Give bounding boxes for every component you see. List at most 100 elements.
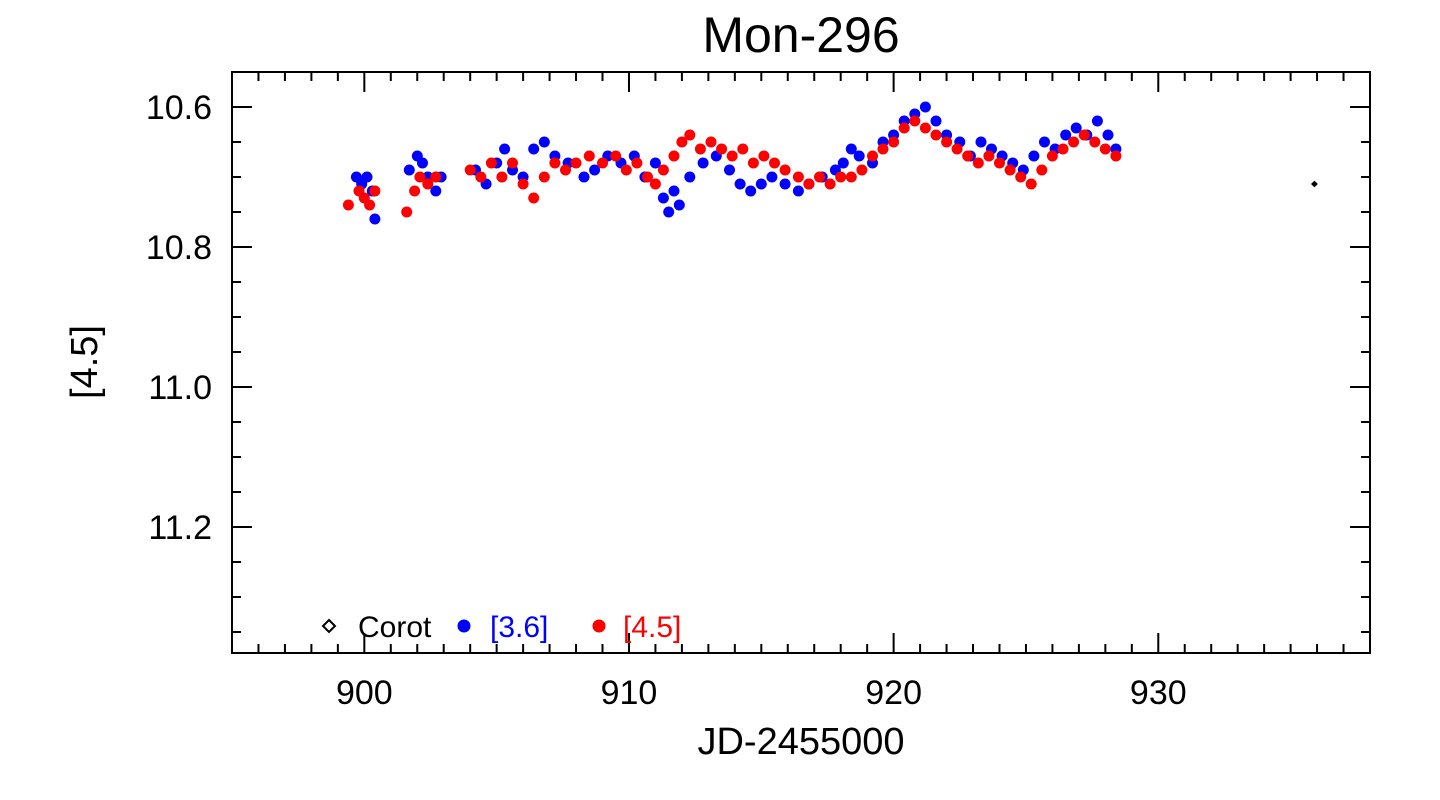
- x-tick-label: 920: [865, 674, 922, 712]
- irac-4-5-point: [485, 157, 497, 169]
- y-tick-label: 10.8: [146, 229, 212, 267]
- irac-3-6-point: [499, 143, 511, 155]
- irac-4-5-point: [401, 206, 413, 218]
- irac-4-5-point: [694, 143, 706, 155]
- irac-4-5-point: [909, 115, 921, 127]
- irac-3-6-point: [755, 178, 767, 190]
- irac-4-5-point: [769, 157, 780, 169]
- irac-4-5-point: [877, 143, 889, 155]
- irac-4-5-point: [919, 122, 931, 134]
- irac-4-5-point: [549, 157, 561, 169]
- irac-4-5-point: [1068, 136, 1080, 148]
- irac-4-5-point: [792, 171, 804, 183]
- irac-3-6-point: [403, 164, 415, 176]
- irac-4-5-point: [835, 171, 847, 183]
- irac-4-5-point: [570, 157, 582, 169]
- irac-4-5-point: [364, 199, 376, 211]
- plot-area: [342, 101, 1318, 225]
- irac-4-5-point: [649, 178, 661, 190]
- irac-4-5-point: [668, 150, 680, 162]
- irac-3-6-point: [1070, 122, 1082, 134]
- x-tick-label: 900: [336, 674, 393, 712]
- irac-4-5-point: [475, 171, 487, 183]
- irac-3-6-point: [724, 164, 735, 176]
- irac-4-5-point: [583, 150, 595, 162]
- irac-4-5-point: [430, 171, 442, 183]
- irac-3-6-point: [578, 171, 590, 183]
- irac-3-6-point: [1028, 150, 1040, 162]
- irac-3-6-point: [697, 157, 709, 169]
- irac-4-5-point: [867, 150, 878, 162]
- irac-4-5-point: [951, 143, 963, 155]
- irac-4-5-point: [409, 185, 421, 197]
- y-tick-label: 10.6: [146, 89, 212, 127]
- irac-3-6-point: [528, 143, 540, 155]
- irac-3-6-point: [430, 185, 442, 197]
- irac-4-5-point: [597, 157, 608, 169]
- irac-4-5-point: [342, 199, 354, 211]
- irac-4-5-point: [560, 164, 571, 176]
- irac-4-5-point: [824, 178, 836, 190]
- irac-4-5-point: [814, 171, 825, 183]
- irac-3-6-point: [649, 157, 661, 169]
- irac-3-6-point: [668, 185, 680, 197]
- irac-4-5-point: [369, 185, 381, 197]
- irac-3-6-point: [663, 206, 675, 218]
- irac-4-5-point: [684, 129, 696, 141]
- irac-4-5-point: [657, 164, 669, 176]
- irac-4-5-point: [1025, 178, 1037, 190]
- irac-4-5-point: [496, 171, 508, 183]
- irac-4-5-point: [1057, 143, 1069, 155]
- irac-4-5-point: [962, 150, 974, 162]
- irac-3-6-point: [845, 143, 857, 155]
- irac-4-5-point: [620, 164, 632, 176]
- irac-3-6-point: [673, 199, 685, 211]
- x-tick-label: 910: [601, 674, 658, 712]
- irac-3-6-point: [417, 157, 428, 169]
- legend: Corot [3.6] [4.5]: [321, 611, 681, 644]
- irac-4-5-point: [758, 150, 770, 162]
- irac-3-6-point: [1060, 129, 1072, 141]
- legend-corot-label: Corot: [358, 611, 432, 644]
- legend-3-6-marker: [457, 619, 471, 633]
- irac-3-6-point: [538, 136, 550, 148]
- irac-4-5-point: [642, 171, 653, 183]
- irac-4-5-point: [1110, 150, 1122, 162]
- irac-4-5-point: [631, 157, 643, 169]
- irac-3-6-point: [792, 185, 804, 197]
- irac-4-5-point: [507, 157, 518, 169]
- irac-4-5-point: [994, 157, 1005, 169]
- irac-3-6-point: [369, 213, 381, 225]
- irac-4-5-point: [538, 171, 550, 183]
- irac-4-5-point: [414, 171, 426, 183]
- irac-3-6-point: [919, 101, 931, 113]
- y-tick-label: 11.0: [148, 369, 212, 407]
- irac-3-6-point: [1039, 136, 1050, 148]
- legend-3-6-label: [3.6]: [490, 611, 548, 644]
- irac-3-6-point: [779, 178, 791, 190]
- chart-title: Mon-296: [702, 7, 899, 63]
- irac-3-6-point: [837, 157, 849, 169]
- irac-3-6-point: [930, 115, 942, 127]
- irac-3-6-point: [766, 171, 778, 183]
- irac-3-6-point: [361, 171, 373, 183]
- legend-4-5-marker: [592, 619, 606, 633]
- irac-4-5-point: [856, 164, 868, 176]
- irac-3-6-point: [734, 178, 746, 190]
- irac-3-6-point: [589, 164, 601, 176]
- irac-4-5-point: [1036, 164, 1048, 176]
- irac-4-5-point: [1078, 129, 1090, 141]
- irac-4-5-point: [941, 136, 953, 148]
- series-corot: [1311, 180, 1318, 188]
- irac-4-5-point: [726, 150, 738, 162]
- irac-4-5-point: [676, 136, 688, 148]
- legend-4-5-label: [4.5]: [623, 611, 681, 644]
- irac-4-5-point: [845, 171, 857, 183]
- irac-4-5-point: [1099, 143, 1111, 155]
- irac-4-5-point: [1015, 171, 1027, 183]
- irac-3-6-point: [1091, 115, 1103, 127]
- series-4-5: [342, 115, 1122, 218]
- irac-4-5-point: [983, 150, 995, 162]
- irac-4-5-point: [464, 164, 476, 176]
